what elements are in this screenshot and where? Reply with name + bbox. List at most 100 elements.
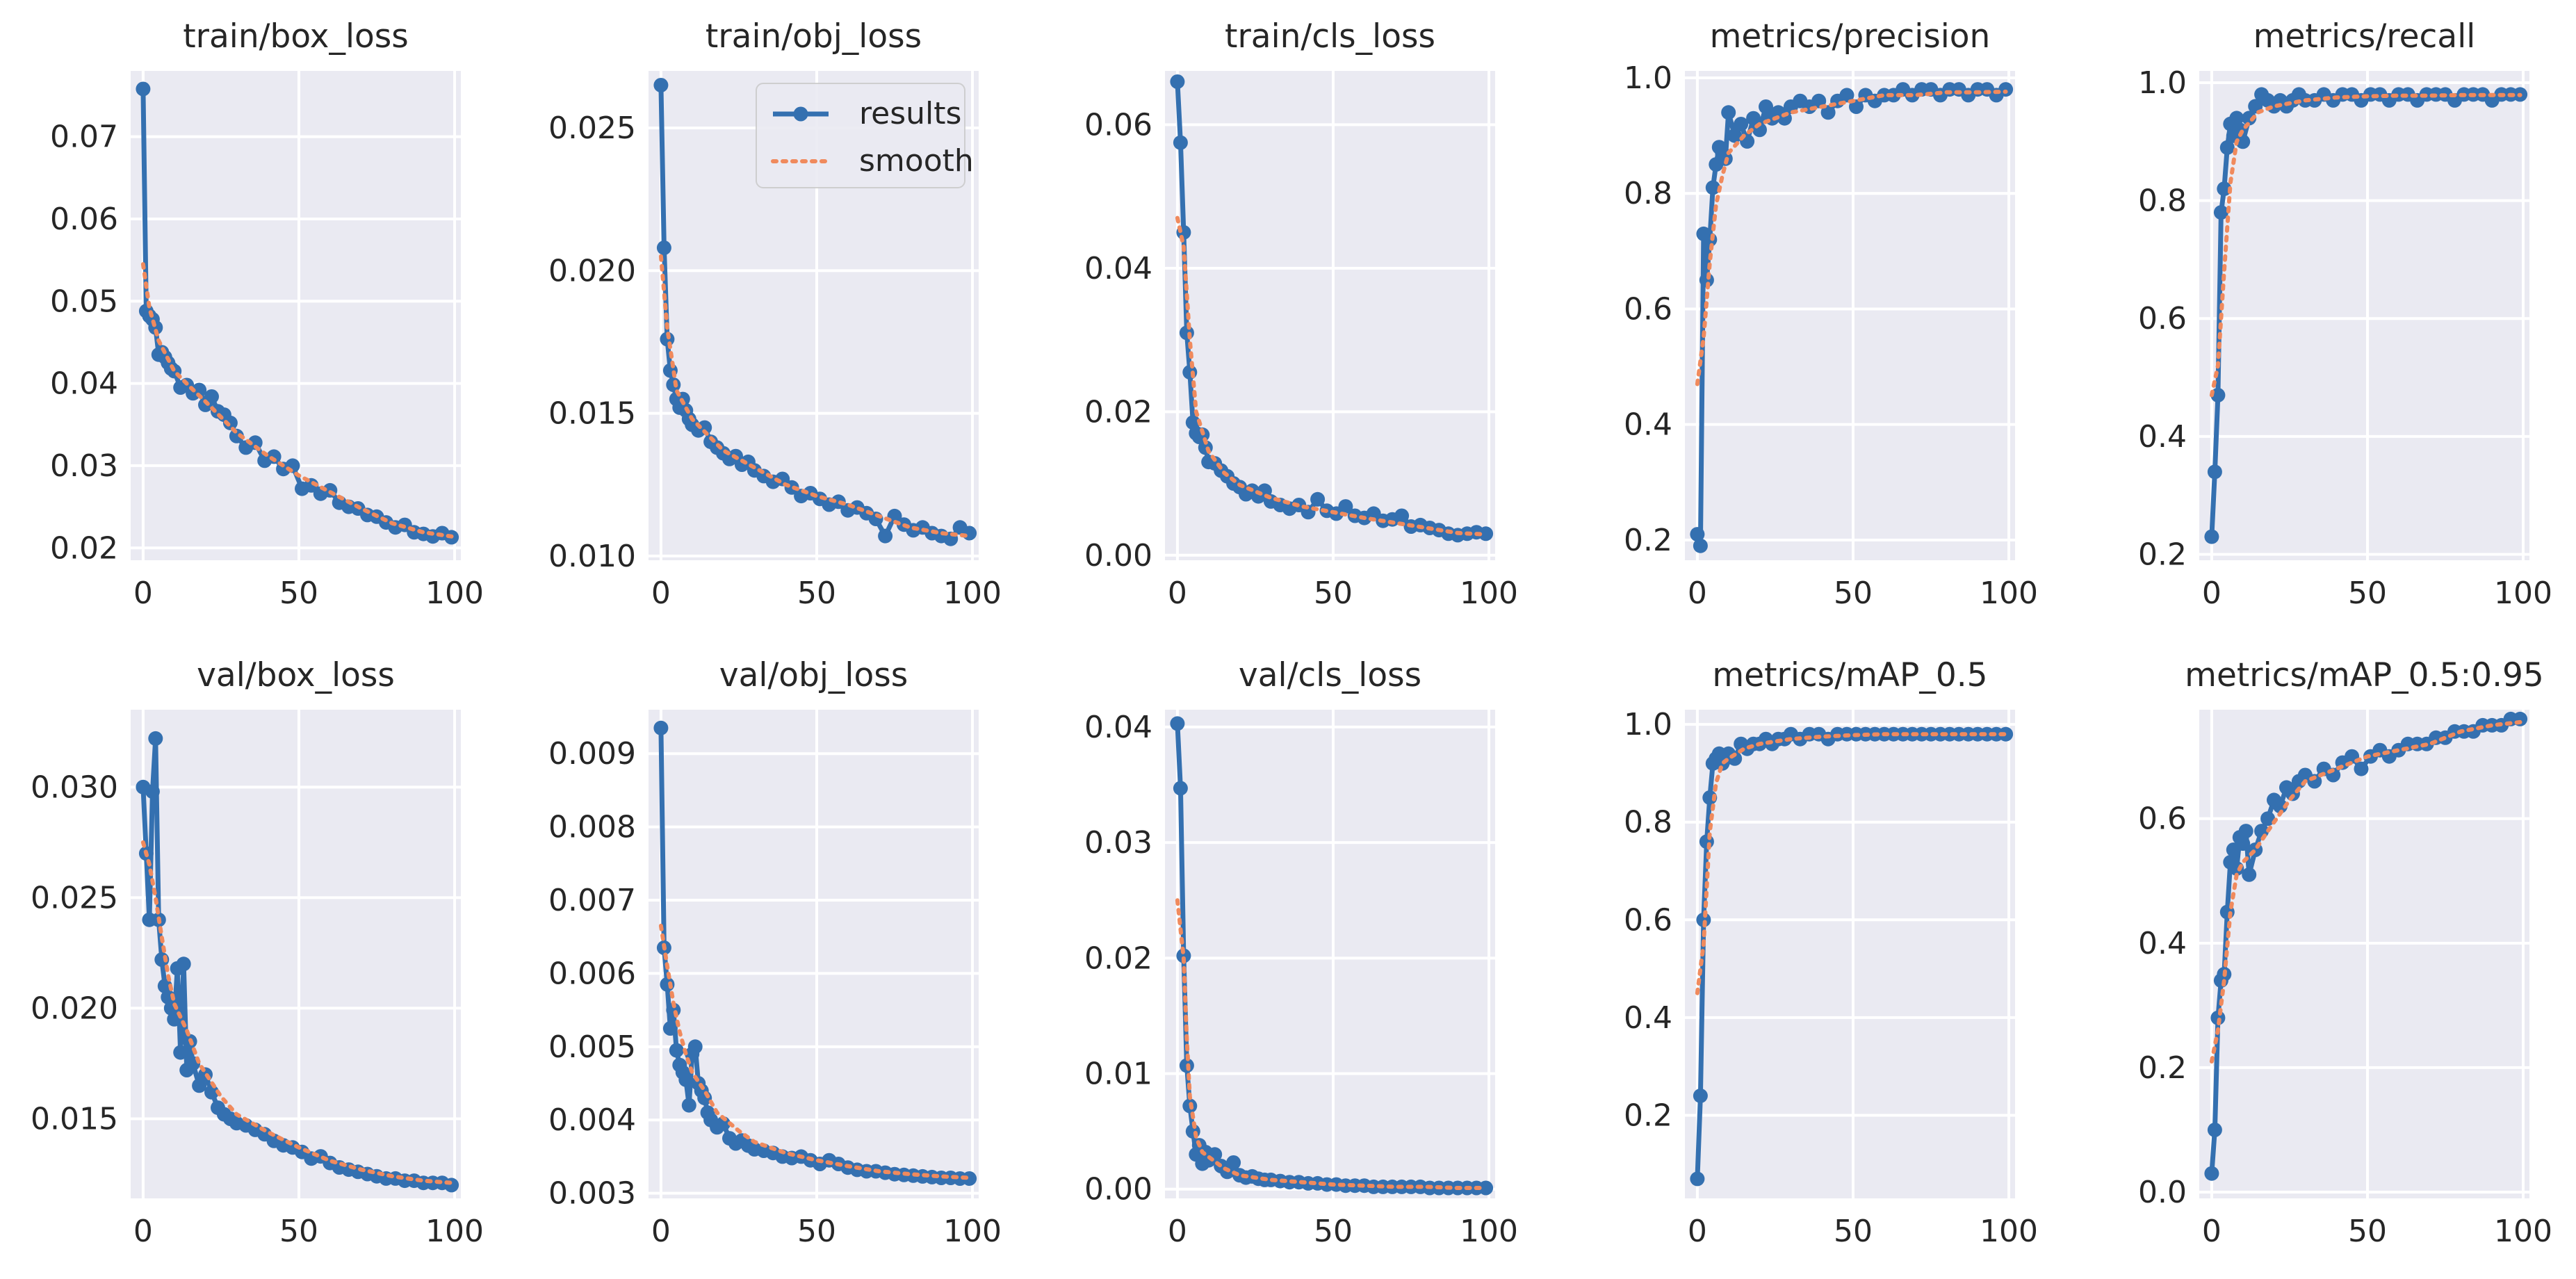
y-tick-label: 0.07 xyxy=(50,120,118,155)
x-tick-label: 100 xyxy=(943,1214,1002,1249)
y-tick-label: 0.02 xyxy=(1084,940,1152,976)
smooth-line xyxy=(140,840,454,1185)
x-tick-label: 0 xyxy=(2202,1214,2222,1249)
y-tick-label: 0.020 xyxy=(31,991,118,1026)
results-point xyxy=(2242,867,2257,882)
x-tick-label: 100 xyxy=(1980,1214,2038,1249)
results-point xyxy=(1734,117,1749,131)
y-tick-label: 0.04 xyxy=(50,366,118,402)
y-tick-label: 1.0 xyxy=(1624,60,1672,96)
y-tick-label: 0.6 xyxy=(2138,301,2187,336)
y-tick-label: 0.2 xyxy=(2138,1050,2187,1086)
legend-box xyxy=(756,83,965,188)
subplot-train-cls-loss: train/cls_loss 0 50 100 0.00 0.02 0.04 0.06 xyxy=(1084,17,1518,611)
x-tick-label: 50 xyxy=(1314,1214,1353,1249)
results-point xyxy=(2260,811,2276,826)
y-tick-label: 0.003 xyxy=(548,1176,636,1212)
x-tick-label: 0 xyxy=(2202,576,2222,611)
y-tick-label: 0.04 xyxy=(1084,251,1152,286)
results-point xyxy=(1998,82,2014,97)
x-tick-label: 50 xyxy=(279,1214,318,1249)
y-tick-label: 0.8 xyxy=(1624,805,1672,840)
y-tick-label: 0.8 xyxy=(1624,176,1672,211)
y-tick-label: 0.010 xyxy=(548,539,636,574)
y-tick-label: 0.02 xyxy=(1084,394,1152,430)
subplot-title: metrics/mAP_0.5:0.95 xyxy=(2185,656,2544,694)
results-point xyxy=(662,1021,678,1036)
y-tick-label: 0.007 xyxy=(548,883,636,918)
subplot-train-box-loss: train/box_loss 0 50 100 0.02 0.03 0.04 0.05 0.06… xyxy=(50,17,484,611)
subplot-val-obj-loss: val/obj_loss 0 50 100 0.003 0.004 0.005 0.006 0.… xyxy=(548,656,1002,1249)
plot-area xyxy=(1685,71,2015,560)
results-point xyxy=(1182,365,1198,380)
y-tick-label: 0.00 xyxy=(1084,1172,1152,1207)
results-point xyxy=(2219,140,2235,155)
plot-area xyxy=(649,710,979,1198)
y-tick-label: 1.0 xyxy=(1624,707,1672,742)
results-point xyxy=(1721,105,1736,120)
results-point xyxy=(1170,716,1185,731)
results-point xyxy=(1820,105,1836,120)
results-point xyxy=(1170,74,1185,89)
y-tick-label: 0.005 xyxy=(548,1029,636,1065)
subplot-metrics-map-0-5: metrics/mAP_0.5 0 50 100 0.2 0.4 0.6 0.8 1.0 xyxy=(1624,656,2038,1249)
y-tick-label: 0.03 xyxy=(1084,825,1152,861)
y-tick-label: 0.025 xyxy=(548,111,636,146)
results-point xyxy=(653,720,669,735)
x-tick-label: 50 xyxy=(797,1214,836,1249)
plot-area xyxy=(131,710,461,1198)
results-point xyxy=(1727,128,1743,143)
results-point xyxy=(1478,526,1494,541)
x-tick-label: 0 xyxy=(651,1214,671,1249)
y-tick-label: 0.008 xyxy=(548,810,636,845)
subplot-metrics-map-0-5-0-95: metrics/mAP_0.5:0.95 0 50 100 0.0 0.2 0.4 0.6 xyxy=(2138,656,2552,1249)
plot-area xyxy=(2199,71,2529,560)
results-point xyxy=(1839,88,1854,103)
results-point xyxy=(656,241,671,255)
x-tick-label: 0 xyxy=(1168,1214,1187,1249)
y-tick-label: 0.4 xyxy=(1624,407,1672,443)
results-point xyxy=(962,526,977,541)
subplot-title: metrics/precision xyxy=(1710,17,1991,56)
y-tick-label: 0.8 xyxy=(2138,184,2187,219)
subplot-title: train/cls_loss xyxy=(1225,17,1435,56)
x-tick-label: 100 xyxy=(1460,576,1518,611)
smooth-line xyxy=(140,262,454,539)
y-tick-label: 0.015 xyxy=(31,1101,118,1137)
results-point xyxy=(2232,122,2247,138)
results-point xyxy=(2213,205,2228,220)
results-point xyxy=(678,1072,694,1087)
results-point xyxy=(444,1178,459,1193)
results-point xyxy=(878,528,893,544)
results-point xyxy=(1173,781,1188,796)
y-tick-label: 0.02 xyxy=(50,530,118,566)
plot-area xyxy=(1685,710,2015,1198)
results-point xyxy=(204,389,219,404)
smooth-line xyxy=(658,923,972,1180)
results-point xyxy=(2229,111,2244,126)
results-point xyxy=(697,420,712,435)
y-tick-label: 0.00 xyxy=(1084,538,1152,573)
x-tick-label: 50 xyxy=(2348,1214,2387,1249)
results-point xyxy=(192,382,207,398)
results-point xyxy=(229,428,244,443)
y-tick-label: 0.03 xyxy=(50,448,118,484)
y-tick-label: 0.06 xyxy=(1084,107,1152,142)
y-tick-label: 0.004 xyxy=(548,1102,636,1138)
x-tick-label: 50 xyxy=(1314,576,1353,611)
results-point xyxy=(2235,836,2251,851)
x-tick-label: 100 xyxy=(425,1214,484,1249)
results-point xyxy=(2204,529,2219,544)
y-tick-label: 0.0 xyxy=(2138,1175,2187,1210)
y-tick-label: 0.030 xyxy=(31,769,118,805)
subplot-val-box-loss: val/box_loss 0 50 100 0.015 0.020 0.025 0.030 xyxy=(31,656,484,1249)
results-point xyxy=(1310,491,1326,507)
results-point xyxy=(1176,948,1191,963)
y-tick-label: 0.4 xyxy=(2138,419,2187,455)
x-tick-label: 100 xyxy=(1460,1214,1518,1249)
x-tick-label: 50 xyxy=(1834,576,1873,611)
smooth-line xyxy=(658,254,972,539)
plot-area xyxy=(1165,710,1495,1198)
x-tick-label: 100 xyxy=(943,576,1002,611)
results-point xyxy=(2238,824,2253,839)
